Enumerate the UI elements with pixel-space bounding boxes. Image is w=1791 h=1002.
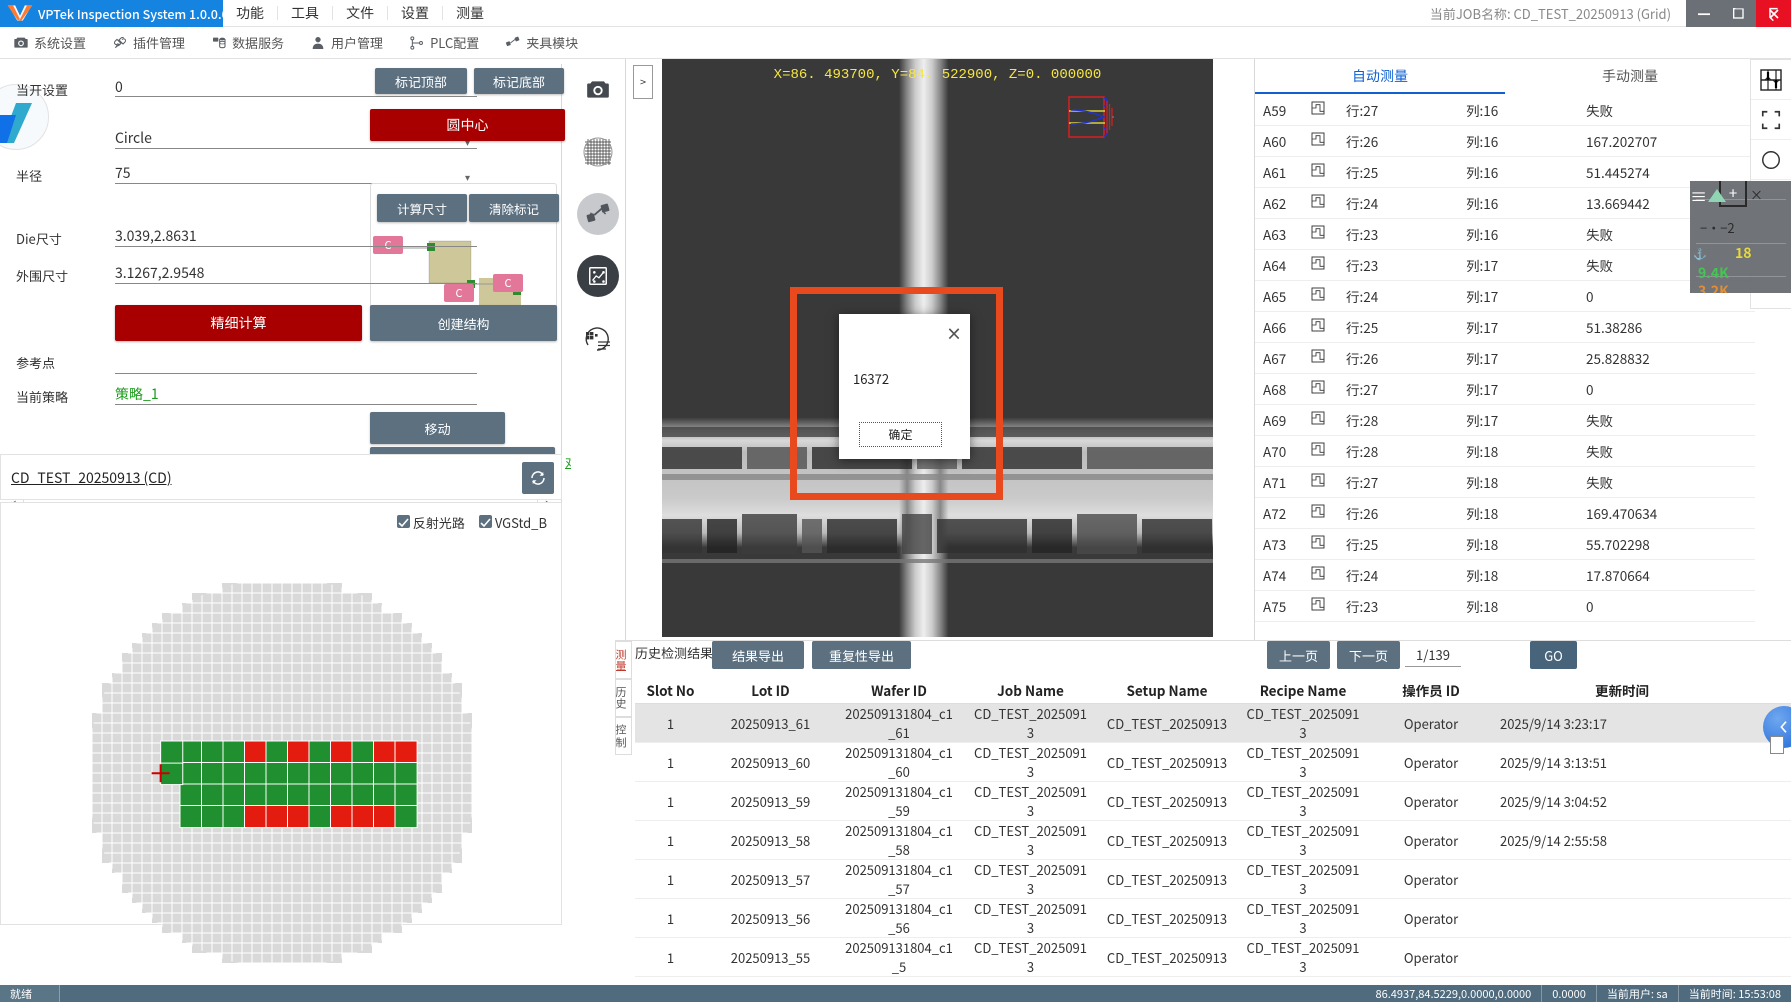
svg-text:C: C — [504, 275, 511, 291]
svg-text:C: C — [455, 285, 462, 301]
svg-text:C: C — [384, 237, 391, 253]
